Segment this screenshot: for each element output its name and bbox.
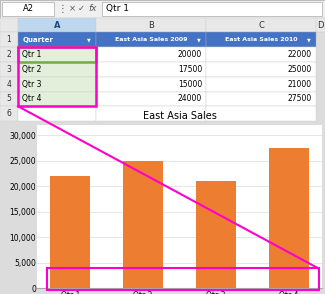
Text: ⋮: ⋮ [57,4,67,14]
Text: ▼: ▼ [87,37,91,42]
Text: A2: A2 [22,4,33,13]
Bar [206,18,316,32]
Text: D: D [317,21,324,30]
Bar [18,18,96,32]
Text: 20000: 20000 [178,50,202,59]
Bar [47,268,318,290]
Bar [18,106,96,121]
Text: 6: 6 [6,109,11,118]
Bar [96,106,206,121]
Bar [18,77,96,91]
Text: 15000: 15000 [178,80,202,88]
Text: A: A [54,21,60,30]
Text: 5: 5 [6,94,11,103]
Text: Qtr 1: Qtr 1 [22,50,41,59]
Text: 25000: 25000 [288,65,312,74]
Bar [96,91,206,106]
Bar [0,18,325,32]
Bar [2,2,54,16]
Bar [18,47,96,62]
Bar [0,77,18,91]
Bar [206,91,316,106]
Bar [196,181,236,288]
Bar [0,0,325,18]
Text: ×: × [69,4,75,13]
Bar [102,2,322,16]
Bar [206,47,316,62]
Text: 1: 1 [6,35,11,44]
Bar [206,106,316,121]
Bar [269,148,309,288]
Bar [18,32,96,47]
Text: East Asia Sales 2009: East Asia Sales 2009 [115,37,187,42]
Bar [0,32,18,47]
Bar [96,47,206,62]
Bar [0,47,18,62]
Text: B: B [148,21,154,30]
Bar [123,161,163,288]
Bar [206,62,316,77]
Bar [96,32,206,47]
Text: 4: 4 [6,80,11,88]
Text: 22000: 22000 [288,50,312,59]
Bar [18,47,96,62]
Bar [316,18,325,32]
Bar [50,176,90,288]
Text: C: C [258,21,264,30]
Bar [0,106,18,121]
Text: ▼: ▼ [307,37,311,42]
Title: East Asia Sales: East Asia Sales [143,111,216,121]
Bar [96,77,206,91]
Bar [0,18,18,32]
Bar [18,62,96,77]
Bar [18,91,96,106]
Text: 3: 3 [6,65,11,74]
Bar [206,32,316,47]
Text: 24000: 24000 [178,94,202,103]
Text: 27500: 27500 [288,94,312,103]
Bar [96,62,206,77]
Bar [96,18,206,32]
Text: Qtr 4: Qtr 4 [22,94,42,103]
Bar [0,91,18,106]
Text: Qtr 1: Qtr 1 [106,4,129,13]
Text: Qtr 3: Qtr 3 [22,80,42,88]
Bar [0,62,18,77]
Text: ✓: ✓ [77,4,84,13]
Text: Qtr 2: Qtr 2 [22,65,41,74]
Bar [18,47,96,106]
Text: ▼: ▼ [197,37,201,42]
Text: 2: 2 [6,50,11,59]
Text: 17500: 17500 [178,65,202,74]
Text: East Asia Sales 2010: East Asia Sales 2010 [225,37,297,42]
Text: Quarter: Quarter [23,37,54,43]
Bar [206,77,316,91]
Text: 21000: 21000 [288,80,312,88]
Text: fx: fx [89,4,97,13]
